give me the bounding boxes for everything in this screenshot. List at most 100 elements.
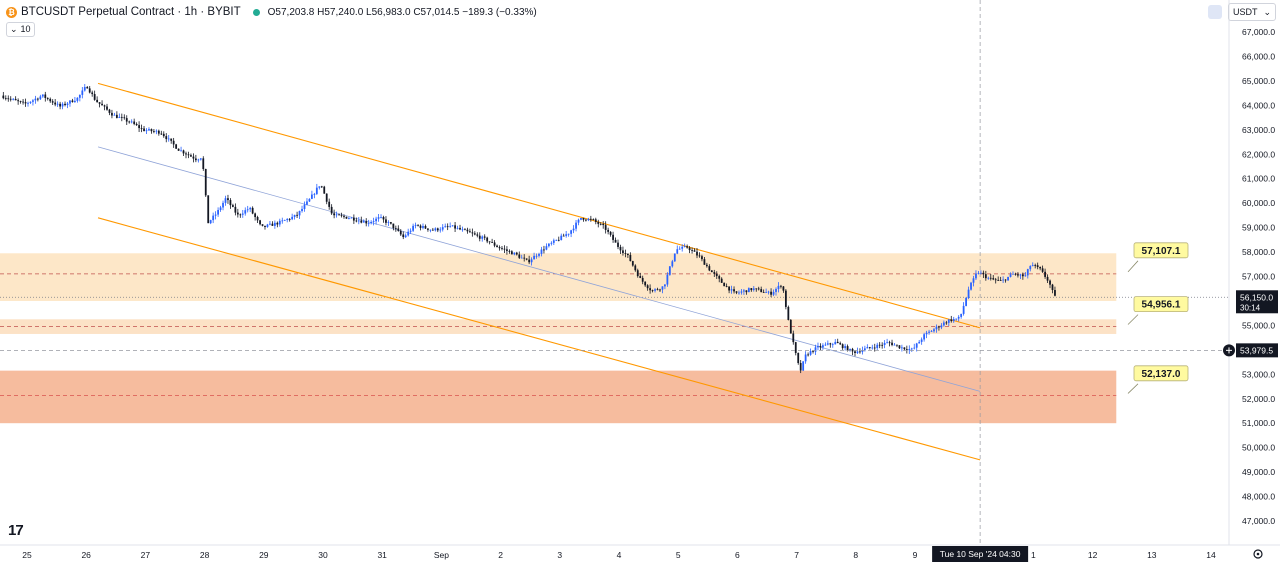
candle[interactable] [357, 216, 360, 225]
candle[interactable] [232, 203, 234, 208]
candle[interactable] [905, 345, 908, 354]
candle[interactable] [128, 120, 131, 124]
candle[interactable] [78, 94, 81, 102]
candle[interactable] [140, 124, 143, 133]
candle[interactable] [607, 227, 610, 235]
candle[interactable] [829, 342, 832, 348]
candle[interactable] [1046, 274, 1049, 284]
candle[interactable] [74, 96, 76, 103]
candle[interactable] [180, 146, 182, 152]
candle[interactable] [439, 227, 442, 233]
candle[interactable] [955, 318, 958, 321]
candle[interactable] [264, 225, 266, 230]
candle[interactable] [678, 246, 681, 250]
candle[interactable] [602, 221, 605, 229]
candle[interactable] [617, 239, 619, 250]
candle[interactable] [868, 346, 871, 350]
candle[interactable] [49, 97, 52, 103]
candle[interactable] [804, 351, 807, 364]
candle[interactable] [925, 330, 928, 339]
candle[interactable] [2, 91, 5, 100]
candle[interactable] [222, 200, 224, 211]
candle[interactable] [972, 275, 975, 287]
candle[interactable] [878, 342, 881, 349]
candle[interactable] [9, 96, 12, 102]
candle[interactable] [372, 217, 375, 226]
candle[interactable] [429, 229, 432, 233]
candle[interactable] [503, 245, 506, 254]
candle[interactable] [930, 330, 933, 333]
candle[interactable] [1044, 268, 1046, 279]
candle[interactable] [17, 98, 20, 105]
candle[interactable] [639, 272, 642, 279]
candle[interactable] [296, 211, 298, 218]
candle[interactable] [626, 253, 629, 258]
candle[interactable] [207, 195, 210, 224]
candle[interactable] [585, 218, 587, 222]
candle[interactable] [775, 287, 777, 296]
candle[interactable] [301, 205, 303, 213]
candle[interactable] [291, 213, 294, 221]
candle[interactable] [71, 98, 74, 103]
candle[interactable] [431, 227, 434, 231]
candle[interactable] [535, 253, 538, 259]
candle[interactable] [91, 90, 94, 97]
candle[interactable] [150, 128, 153, 134]
candle[interactable] [812, 350, 814, 354]
candle[interactable] [177, 148, 180, 151]
candle[interactable] [491, 238, 494, 243]
candle[interactable] [676, 245, 679, 255]
candle[interactable] [938, 325, 940, 331]
candle[interactable] [209, 219, 212, 225]
candle[interactable] [1041, 265, 1044, 273]
candle[interactable] [385, 216, 387, 226]
candle[interactable] [86, 86, 89, 89]
candle[interactable] [664, 284, 666, 290]
candle[interactable] [501, 246, 503, 251]
candle[interactable] [965, 297, 967, 307]
candle[interactable] [565, 231, 568, 238]
candle[interactable] [735, 291, 738, 295]
symbol-title[interactable]: BTCUSDT Perpetual Contract · 1h · BYBIT [21, 6, 241, 18]
candle[interactable] [486, 236, 489, 244]
candle[interactable] [787, 305, 790, 321]
candle[interactable] [530, 257, 533, 266]
candle[interactable] [819, 343, 822, 351]
candle[interactable] [44, 91, 47, 102]
candle[interactable] [56, 101, 59, 107]
candle[interactable] [624, 249, 627, 258]
candle[interactable] [789, 319, 792, 334]
candle[interactable] [612, 231, 614, 243]
candle[interactable] [199, 158, 202, 161]
candle[interactable] [1026, 268, 1029, 279]
candle[interactable] [276, 221, 279, 228]
candle[interactable] [1031, 262, 1034, 267]
candle[interactable] [794, 341, 797, 356]
candle[interactable] [148, 127, 150, 132]
candle[interactable] [784, 289, 787, 310]
candle[interactable] [701, 254, 703, 262]
candle[interactable] [1002, 276, 1005, 283]
candle[interactable] [683, 243, 686, 248]
candle[interactable] [705, 262, 708, 268]
candle[interactable] [730, 285, 733, 294]
candle[interactable] [496, 244, 498, 248]
candle[interactable] [113, 112, 116, 116]
candle[interactable] [182, 149, 185, 157]
candle[interactable] [412, 223, 415, 232]
candle[interactable] [407, 228, 410, 237]
candle[interactable] [580, 217, 582, 221]
candle[interactable] [817, 342, 819, 351]
candle[interactable] [389, 221, 392, 225]
candle[interactable] [155, 129, 158, 135]
candle[interactable] [1039, 266, 1042, 271]
candle[interactable] [915, 342, 918, 352]
candle[interactable] [157, 129, 160, 136]
candle[interactable] [1017, 272, 1019, 278]
candle[interactable] [352, 214, 355, 224]
candle[interactable] [76, 97, 79, 103]
candle[interactable] [360, 216, 363, 224]
candle[interactable] [945, 320, 948, 325]
candle[interactable] [115, 111, 118, 119]
candle[interactable] [733, 286, 735, 294]
